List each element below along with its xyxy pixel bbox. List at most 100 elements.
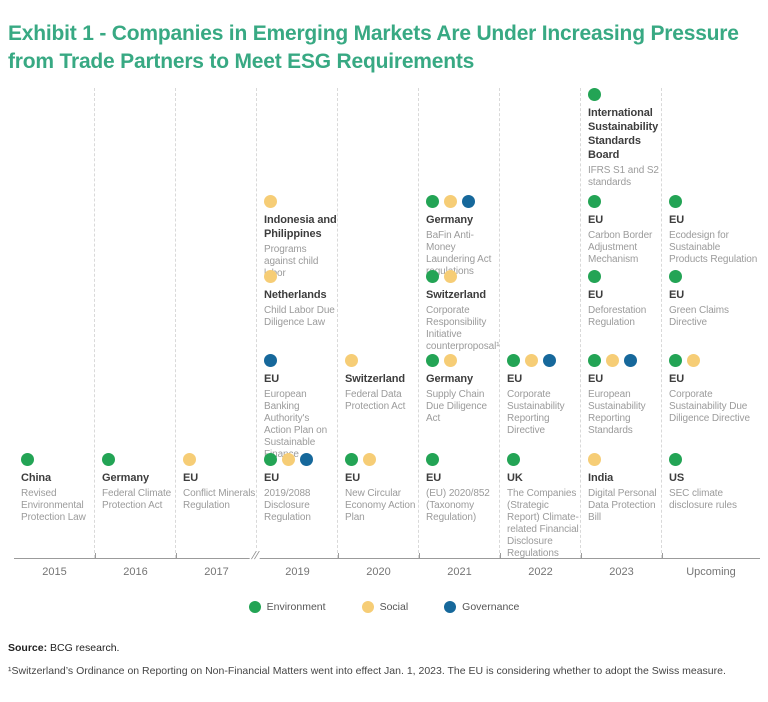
social-dot-icon bbox=[687, 354, 700, 367]
entry-title: Netherlands bbox=[264, 289, 327, 301]
social-dot-icon bbox=[444, 354, 457, 367]
social-dot-icon bbox=[363, 453, 376, 466]
timeline-entry: Switzerland Federal Data Protection Act bbox=[345, 354, 418, 413]
category-dots bbox=[102, 453, 175, 466]
environment-dot-icon bbox=[588, 270, 601, 283]
category-dots bbox=[588, 354, 661, 367]
legend-label: Social bbox=[379, 601, 409, 613]
timeline-slot bbox=[345, 88, 418, 195]
timeline-slot bbox=[102, 270, 175, 354]
legend-label: Environment bbox=[266, 601, 326, 613]
timeline-entry: Switzerland Corporate Responsibility Init… bbox=[426, 270, 500, 353]
environment-dot-icon bbox=[345, 453, 358, 466]
entry-description: 2019/2088 Disclosure Regulation bbox=[264, 487, 311, 523]
environment-dot-icon bbox=[669, 195, 682, 208]
category-dots bbox=[669, 354, 760, 367]
timeline-entry: EU Conflict Minerals Regulation bbox=[183, 453, 256, 512]
governance-dot-icon bbox=[624, 354, 637, 367]
footnote: ¹Switzerland’s Ordinance on Reporting on… bbox=[8, 664, 726, 677]
entry-description: Corporate Sustainability Reporting Direc… bbox=[507, 388, 565, 436]
timeline-entry: India Digital Personal Data Protection Bi… bbox=[588, 453, 661, 524]
timeline-column-2015: China Revised Environmental Protection La… bbox=[14, 88, 95, 558]
social-legend-dot-icon bbox=[361, 601, 374, 613]
environment-dot-icon bbox=[588, 354, 601, 367]
environment-dot-icon bbox=[669, 270, 682, 283]
axis-year-label-2023: 2023 bbox=[609, 566, 634, 578]
timeline-entry: US SEC climate disclosure rules bbox=[669, 453, 760, 512]
timeline-slot: US SEC climate disclosure rules bbox=[669, 453, 760, 558]
timeline-slot bbox=[507, 88, 580, 195]
timeline-entry: EU 2019/2088 Disclosure Regulation bbox=[264, 453, 337, 524]
entry-description: (EU) 2020/852 (Taxonomy Regulation) bbox=[426, 487, 490, 523]
governance-dot-icon bbox=[462, 195, 475, 208]
timeline-slot: Indonesia and Philippines Programs agains… bbox=[264, 195, 337, 279]
timeline-entry: EU Corporate Sustainability Due Diligence… bbox=[669, 354, 760, 425]
social-dot-icon bbox=[183, 453, 196, 466]
entry-title: EU bbox=[588, 373, 604, 385]
governance-dot-icon bbox=[543, 354, 556, 367]
category-dots bbox=[264, 270, 337, 283]
timeline-slot: India Digital Personal Data Protection Bi… bbox=[588, 453, 661, 558]
entry-title: EU bbox=[507, 373, 523, 385]
timeline-slot bbox=[21, 88, 94, 195]
source-label: Source: bbox=[8, 641, 48, 654]
entry-description: Green Claims Directive bbox=[669, 304, 729, 328]
timeline-slot bbox=[345, 270, 418, 354]
timeline-entry: EU Carbon Border Adjustment Mechanism bbox=[588, 195, 661, 266]
category-dots bbox=[345, 354, 418, 367]
category-dots bbox=[507, 453, 580, 466]
timeline-slot bbox=[183, 270, 256, 354]
entry-description: Digital Personal Data Protection Bill bbox=[588, 487, 657, 523]
timeline-slot bbox=[264, 88, 337, 195]
entry-description: IFRS S1 and S2 standards bbox=[588, 164, 659, 188]
category-dots bbox=[264, 453, 337, 466]
axis-year-label-2022: 2022 bbox=[528, 566, 553, 578]
axis-year-label-2019: 2019 bbox=[285, 566, 310, 578]
social-dot-icon bbox=[264, 270, 277, 283]
timeline-slot bbox=[21, 195, 94, 270]
entry-title: Switzerland bbox=[426, 289, 487, 301]
environment-dot-icon bbox=[21, 453, 34, 466]
axis-tick bbox=[95, 553, 96, 558]
exhibit-title: Exhibit 1 - Companies in Emerging Market… bbox=[8, 22, 739, 73]
category-dots bbox=[669, 195, 760, 208]
environment-dot-icon bbox=[669, 354, 682, 367]
timeline-entry: UK The Companies (Strategic Report) Clima… bbox=[507, 453, 580, 560]
entry-title: Indonesia and Philippines bbox=[264, 214, 337, 240]
timeline-slot: Germany Federal Climate Protection Act bbox=[102, 453, 175, 558]
category-dots bbox=[669, 270, 760, 283]
entry-description: Corporate Responsibility Initiative coun… bbox=[426, 304, 500, 352]
axis-tick bbox=[419, 553, 420, 558]
axis-year-label-2020: 2020 bbox=[366, 566, 391, 578]
environment-dot-icon bbox=[588, 195, 601, 208]
timeline-slot: EU Corporate Sustainability Due Diligence… bbox=[669, 354, 760, 453]
entry-title: EU bbox=[345, 472, 361, 484]
timeline-entry: EU European Sustainability Reporting Stan… bbox=[588, 354, 661, 437]
governance-dot-icon bbox=[264, 354, 277, 367]
timeline-column-2020: Switzerland Federal Data Protection Act EU… bbox=[338, 88, 419, 558]
environment-legend-dot-icon bbox=[248, 601, 261, 613]
axis-tick bbox=[176, 553, 177, 558]
entry-title: EU bbox=[426, 472, 442, 484]
environment-dot-icon bbox=[426, 195, 439, 208]
entry-description: The Companies (Strategic Report) Climate… bbox=[507, 487, 579, 559]
axis-tick bbox=[662, 553, 663, 558]
environment-dot-icon bbox=[264, 453, 277, 466]
timeline-grid: China Revised Environmental Protection La… bbox=[14, 88, 760, 560]
entry-description: New Circular Economy Action Plan bbox=[345, 487, 416, 523]
axis-year-label-2015: 2015 bbox=[42, 566, 67, 578]
environment-dot-icon bbox=[426, 270, 439, 283]
category-dots bbox=[264, 354, 337, 367]
environment-dot-icon bbox=[507, 453, 520, 466]
timeline-entry: EU New Circular Economy Action Plan bbox=[345, 453, 418, 524]
entry-title: EU bbox=[264, 472, 280, 484]
axis-year-label-2021: 2021 bbox=[447, 566, 472, 578]
timeline-slot: EU Green Claims Directive bbox=[669, 270, 760, 354]
category-dots bbox=[264, 195, 337, 208]
category-dots bbox=[183, 453, 256, 466]
timeline-slot: EU Ecodesign for Sustainable Products Reg… bbox=[669, 195, 760, 270]
axis-year-label-2017: 2017 bbox=[204, 566, 229, 578]
timeline-slot bbox=[21, 354, 94, 453]
